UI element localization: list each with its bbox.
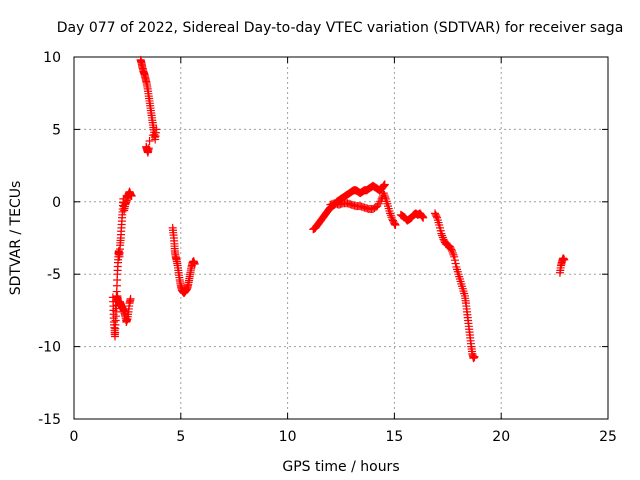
y-tick-label: -15 [38, 412, 61, 428]
x-tick-label: 20 [492, 429, 510, 445]
data-point [387, 213, 396, 222]
x-axis-label: GPS time / hours [282, 459, 399, 475]
data-point [450, 256, 459, 265]
data-point [560, 255, 569, 264]
data-point [127, 192, 136, 201]
data-point [145, 136, 154, 145]
y-tick-label: 5 [52, 122, 61, 138]
data-point [451, 259, 460, 268]
data-point [438, 231, 447, 240]
grid-lines [74, 57, 608, 419]
data-point [379, 189, 388, 198]
plot-frame [73, 56, 609, 420]
y-tick-label: -5 [47, 267, 61, 283]
data-point [449, 250, 458, 259]
y-tick-label: -10 [38, 340, 61, 356]
data-point [386, 211, 395, 220]
data-point [152, 125, 161, 134]
data-point [438, 233, 447, 242]
axis-ticks: 0 5 10 15 20 25 -15 -10 -5 0 5 10 [38, 50, 617, 445]
data-point [381, 192, 390, 201]
y-axis-label: SDTVAR / TECUs [8, 181, 24, 296]
data-point [386, 209, 395, 218]
data-point [437, 229, 446, 238]
data-point [380, 180, 389, 189]
data-point [144, 144, 153, 153]
data-point [432, 212, 441, 221]
x-tick-label: 25 [599, 429, 617, 445]
data-point [380, 191, 389, 200]
data-points [108, 55, 569, 363]
x-tick-label: 15 [385, 429, 403, 445]
chart-title: Day 077 of 2022, Sidereal Day-to-day VTE… [57, 20, 624, 36]
data-point [148, 131, 157, 140]
data-point [419, 213, 428, 222]
x-tick-label: 10 [279, 429, 297, 445]
data-point [448, 248, 457, 257]
data-point [448, 247, 457, 256]
data-point [126, 294, 135, 303]
data-point [470, 352, 479, 361]
x-tick-label: 5 [176, 429, 185, 445]
data-point [447, 245, 456, 254]
x-tick-label: 0 [70, 429, 79, 445]
y-tick-label: 10 [43, 50, 61, 66]
data-point [391, 220, 400, 229]
y-tick-label: 0 [52, 195, 61, 211]
data-point [450, 252, 459, 261]
data-point [190, 260, 199, 269]
